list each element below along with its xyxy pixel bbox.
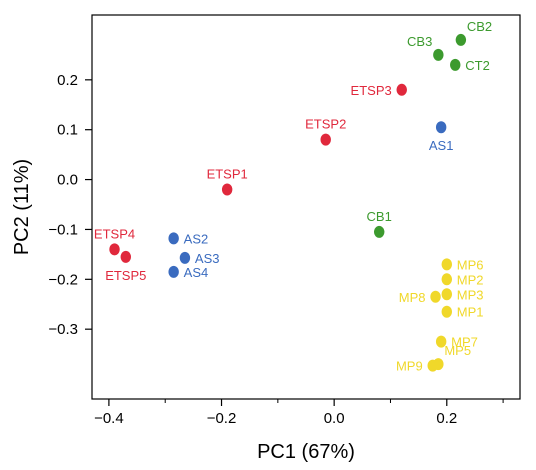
point-etsp2 [320,133,331,146]
point-label-as2: AS2 [184,231,209,246]
point-label-etsp3: ETSP3 [351,83,392,98]
point-label-mp1: MP1 [457,305,484,320]
x-tick-label: 0.0 [324,410,345,427]
point-mp2 [441,273,452,286]
y-tick-label: −0.1 [48,221,78,238]
point-as3 [179,251,191,264]
plot-frame [91,14,521,400]
point-label-etsp2: ETSP2 [305,117,346,132]
point-label-cb3: CB3 [407,34,432,49]
x-tick-label: 0.2 [436,410,457,427]
x-axis-title: PC1 (67%) [257,441,355,463]
y-axis-title: PC2 (11%) [11,159,33,255]
point-label-as4: AS4 [184,265,209,280]
point-mp7 [435,335,447,348]
point-mp9 [427,359,438,372]
point-label-mp6: MP6 [457,257,484,272]
point-etsp4 [109,243,120,256]
point-label-as3: AS3 [195,251,220,266]
point-label-etsp4: ETSP4 [94,226,135,241]
axis-ticks: −0.4 −0.2 0.0 0.2 −0.3 −0.2 −0.1 0.0 0.1 0.2 [48,72,504,427]
y-tick-label: 0.0 [57,172,78,189]
point-label-cb2: CB2 [467,19,492,34]
point-label-mp2: MP2 [457,272,484,287]
point-cb3 [433,48,444,61]
point-mp3 [441,288,452,301]
point-as2 [168,232,179,245]
point-label-mp5: MP5 [444,343,471,358]
point-mp6 [441,258,452,271]
point-as1 [435,121,447,134]
x-tick-label: −0.2 [207,410,237,427]
point-label-mp9: MP9 [396,359,423,374]
point-ct2 [450,58,461,71]
y-tick-label: 0.2 [57,72,78,89]
point-etsp5 [120,250,131,263]
point-cb2 [455,33,467,46]
y-tick-label: −0.2 [48,271,78,288]
point-etsp1 [221,183,233,196]
point-label-mp8: MP8 [399,290,426,305]
point-label-etsp5: ETSP5 [105,268,146,283]
point-as4 [168,265,179,278]
point-label-etsp1: ETSP1 [207,167,248,182]
x-tick-label: −0.4 [94,410,124,427]
point-label-as1: AS1 [429,138,454,153]
y-tick-label: −0.3 [48,321,78,338]
point-label-cb1: CB1 [367,209,392,224]
point-label-mp7: MP7 [451,335,478,350]
point-label-ct2: CT2 [465,58,490,73]
point-mp1 [441,305,452,318]
point-cb1 [374,225,385,238]
y-tick-label: 0.1 [57,122,78,139]
point-mp8 [430,290,441,303]
point-etsp3 [396,83,407,96]
point-label-mp3: MP3 [457,287,484,302]
